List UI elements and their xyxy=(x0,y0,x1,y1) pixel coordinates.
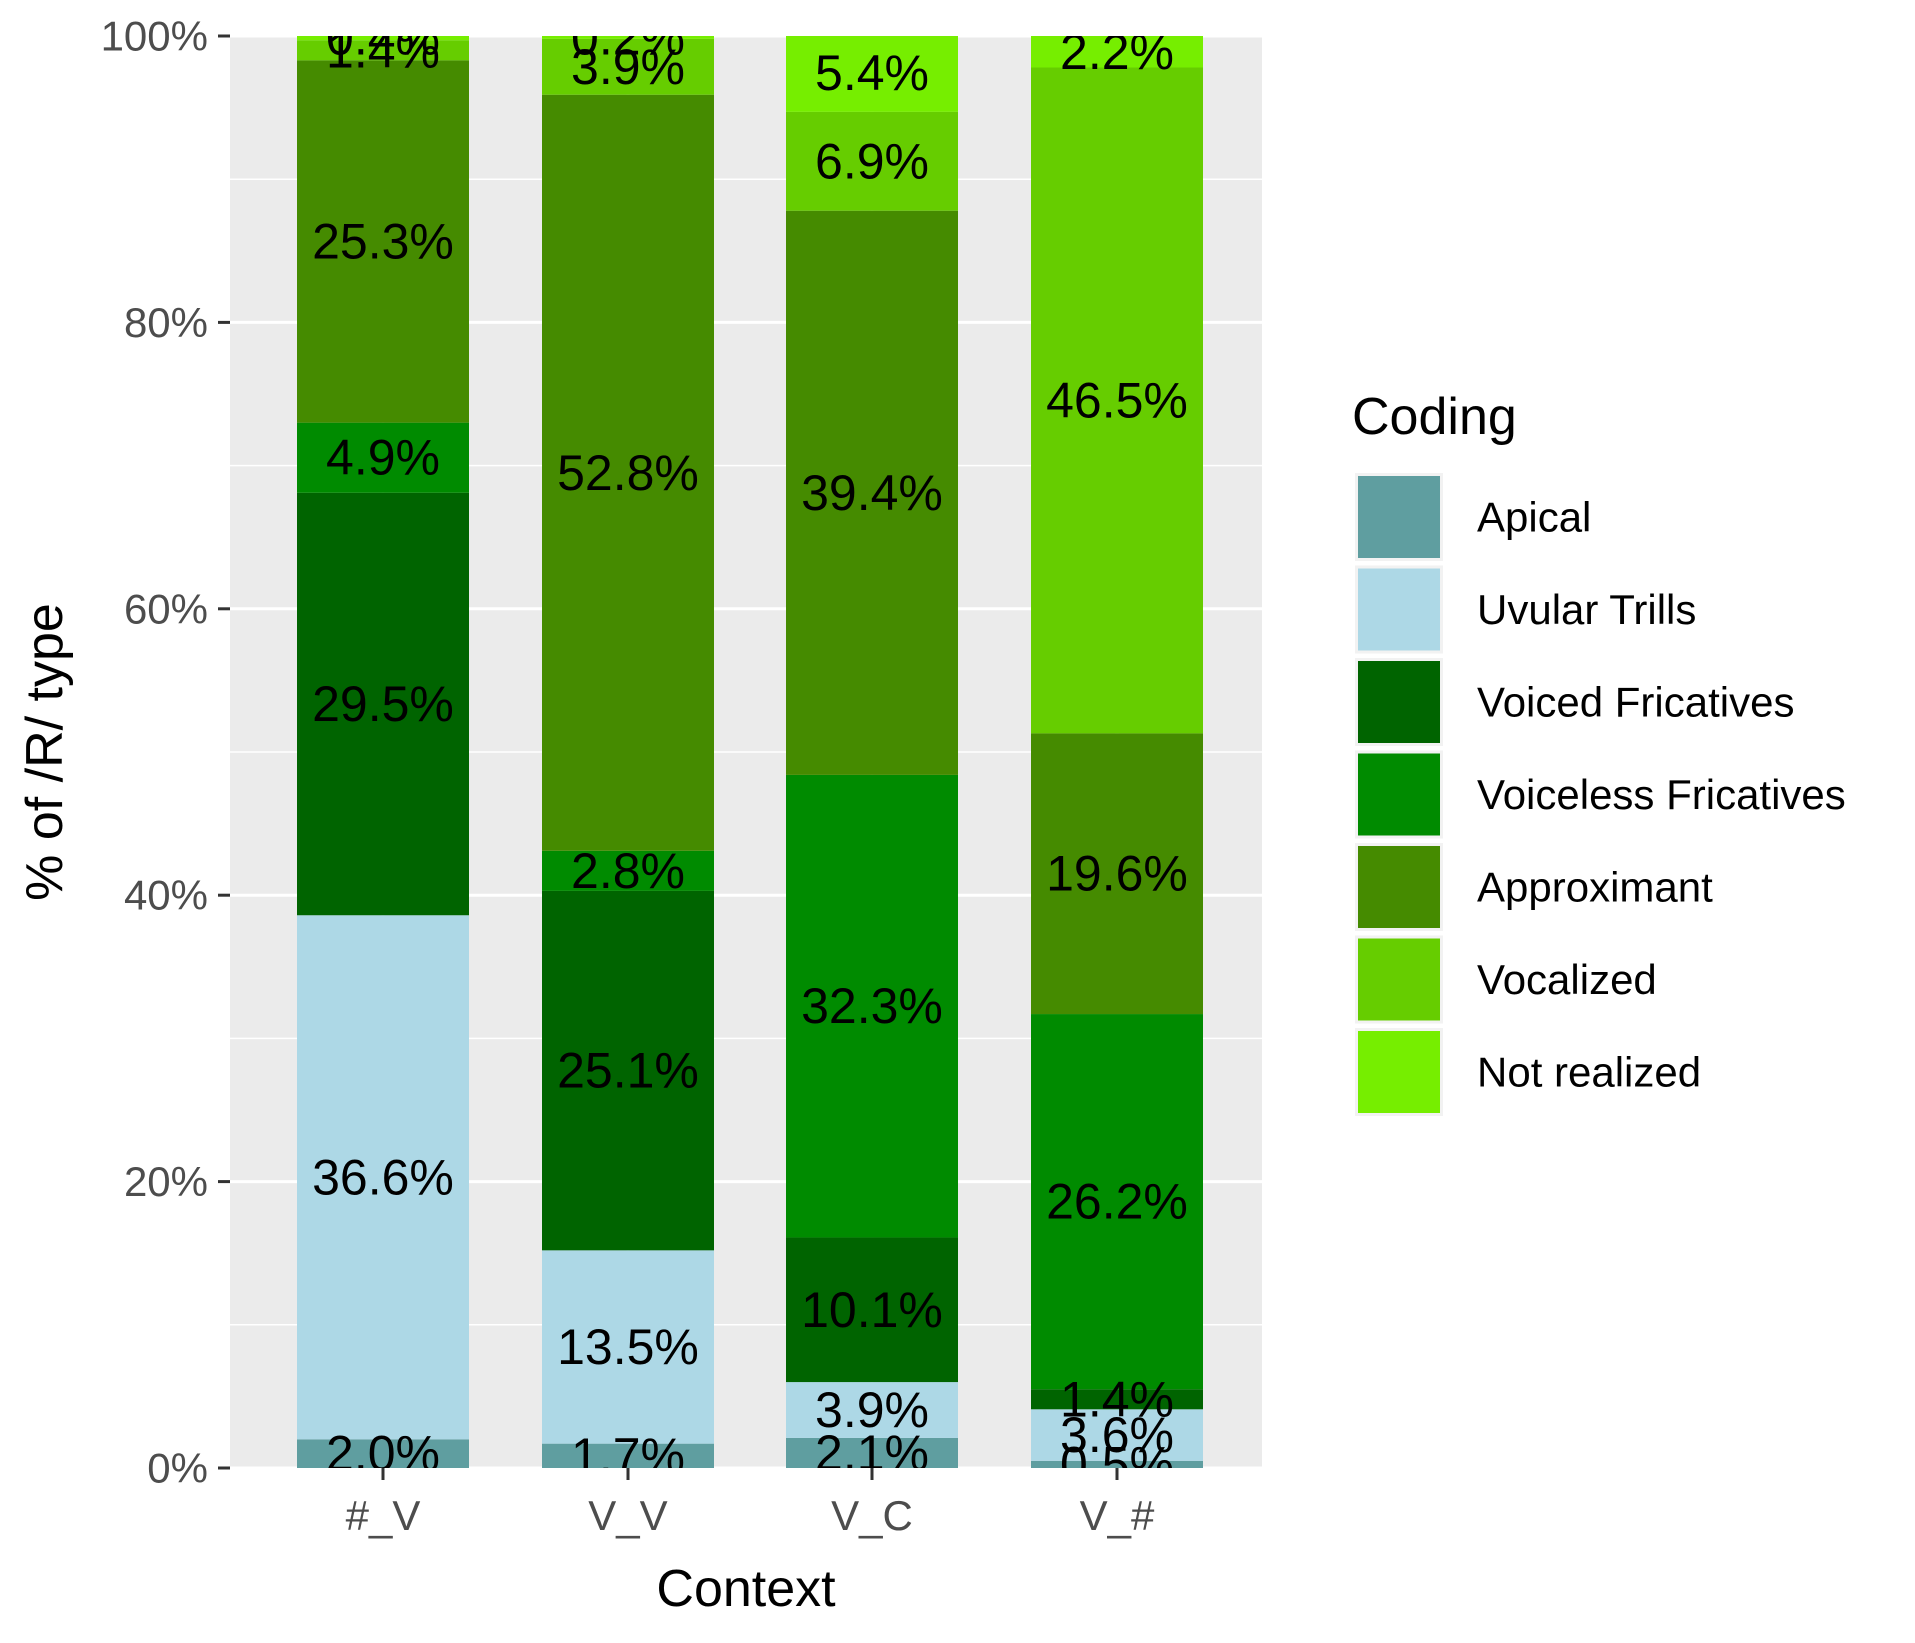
bar-segment-not-realized xyxy=(297,36,469,41)
bar-label-approximant: 52.8% xyxy=(557,445,699,501)
bar-segment-uvular-trills xyxy=(1031,1409,1203,1461)
bar-label-apical: 1.7% xyxy=(571,1428,685,1484)
y-tick-label: 0% xyxy=(147,1445,208,1492)
bar-segment-apical xyxy=(1031,1460,1203,1468)
legend-swatch-voiceless-fricatives xyxy=(1358,753,1440,836)
bar-label-apical: 2.1% xyxy=(815,1425,929,1481)
bar-label-approximant: 19.6% xyxy=(1046,846,1188,902)
legend-swatch-apical xyxy=(1358,476,1440,558)
bar-stacks xyxy=(297,36,1203,1468)
bar-label-uvular-trills: 13.5% xyxy=(557,1319,699,1375)
bar-label-uvular-trills: 36.6% xyxy=(312,1149,454,1205)
bar-segment-voiceless-fricatives xyxy=(786,774,958,1238)
bar-segment-vocalized xyxy=(542,38,714,95)
bar-segment-uvular-trills xyxy=(297,915,469,1440)
y-tick-label: 20% xyxy=(124,1158,208,1205)
bar-label-uvular-trills: 3.9% xyxy=(815,1382,929,1438)
bar-segment-apical xyxy=(786,1437,958,1468)
bar-label-voiceless-fricatives: 4.9% xyxy=(326,430,440,486)
bar-segment-vocalized xyxy=(1031,67,1203,734)
bar-label-vocalized: 46.5% xyxy=(1046,372,1188,428)
bar-label-approximant: 25.3% xyxy=(312,213,454,269)
bar-label-vocalized: 1.4% xyxy=(326,22,440,78)
bar-segment-vocalized xyxy=(786,111,958,211)
y-tick-label: 40% xyxy=(124,872,208,919)
legend-label-apical: Apical xyxy=(1477,494,1591,541)
bar-segment-apical xyxy=(297,1439,469,1468)
bar-segment-approximant xyxy=(786,210,958,775)
legend-label-uvular-trills: Uvular Trills xyxy=(1477,586,1696,633)
bar-segment-voiceless-fricatives xyxy=(297,422,469,493)
x-tick-label: V_# xyxy=(1080,1492,1155,1539)
bar-label-not-realized: 5.4% xyxy=(815,45,929,101)
y-tick-label: 60% xyxy=(124,585,208,632)
legend-swatch-approximant xyxy=(1358,846,1440,928)
bar-label-apical: 2.0% xyxy=(326,1426,440,1482)
bar-label-uvular-trills: 3.6% xyxy=(1060,1407,1174,1463)
bar-label-not-realized: 0.2% xyxy=(571,9,685,65)
bar-segment-voiced-fricatives xyxy=(542,890,714,1251)
legend-label-voiceless-fricatives: Voiceless Fricatives xyxy=(1477,771,1846,818)
bar-segment-uvular-trills xyxy=(786,1382,958,1438)
legend: Coding Apical Uvular Trills Voiced Fricati… xyxy=(1352,388,1846,1116)
legend-swatch-voiced-fricatives xyxy=(1358,661,1440,743)
y-tick-label: 100% xyxy=(101,13,208,60)
bar-data-labels: 2.0%36.6%29.5%4.9%25.3%1.4%0.4%1.7%13.5%… xyxy=(312,9,1188,1492)
legend-title: Coding xyxy=(1352,388,1517,446)
bar-label-apical: 0.5% xyxy=(1060,1436,1174,1492)
bar-label-voiced-fricatives: 25.1% xyxy=(557,1043,699,1099)
legend-swatch-not-realized xyxy=(1358,1031,1440,1113)
y-axis-title: % of /R/ type xyxy=(16,603,74,901)
bar-label-voiced-fricatives: 1.4% xyxy=(1060,1371,1174,1427)
legend-label-not-realized: Not realized xyxy=(1477,1049,1701,1096)
bar-segment-voiceless-fricatives xyxy=(1031,1014,1203,1390)
bar-label-vocalized: 3.9% xyxy=(571,39,685,95)
bar-label-not-realized: 0.4% xyxy=(326,9,440,65)
bar-segment-approximant xyxy=(1031,733,1203,1015)
bar-label-voiced-fricatives: 10.1% xyxy=(801,1282,943,1338)
bar-segment-not-realized xyxy=(1031,36,1203,68)
bar-segment-voiceless-fricatives xyxy=(542,850,714,891)
bar-label-vocalized: 6.9% xyxy=(815,133,929,189)
legend-label-approximant: Approximant xyxy=(1477,864,1713,911)
x-axis: #_V V_V V_C V_# xyxy=(346,1468,1155,1539)
x-tick-label: #_V xyxy=(346,1492,421,1539)
bar-segment-approximant xyxy=(297,60,469,423)
bar-segment-vocalized xyxy=(297,40,469,61)
bar-label-voiceless-fricatives: 32.3% xyxy=(801,978,943,1034)
bar-label-voiced-fricatives: 29.5% xyxy=(312,676,454,732)
bar-label-approximant: 39.4% xyxy=(801,465,943,521)
y-tick-label: 80% xyxy=(124,299,208,346)
legend-label-voiced-fricatives: Voiced Fricatives xyxy=(1477,679,1794,726)
x-tick-label: V_V xyxy=(588,1492,667,1539)
bar-segment-voiced-fricatives xyxy=(297,492,469,916)
y-axis: 0% 20% 40% 60% 80% 100% xyxy=(101,13,230,1492)
bar-segment-not-realized xyxy=(542,36,714,39)
bar-label-voiceless-fricatives: 26.2% xyxy=(1046,1174,1188,1230)
bar-segment-approximant xyxy=(542,94,714,851)
bar-segment-apical xyxy=(542,1443,714,1468)
bar-label-voiceless-fricatives: 2.8% xyxy=(571,843,685,899)
x-axis-title: Context xyxy=(656,1560,836,1618)
bar-label-not-realized: 2.2% xyxy=(1060,24,1174,80)
legend-swatch-vocalized xyxy=(1358,938,1440,1021)
bar-segment-voiced-fricatives xyxy=(1031,1389,1203,1410)
x-tick-label: V_C xyxy=(831,1492,913,1539)
bar-segment-voiced-fricatives xyxy=(786,1237,958,1383)
legend-label-vocalized: Vocalized xyxy=(1477,956,1657,1003)
legend-swatch-uvular-trills xyxy=(1358,568,1440,651)
bar-segment-not-realized xyxy=(786,36,958,112)
bar-segment-uvular-trills xyxy=(542,1250,714,1444)
